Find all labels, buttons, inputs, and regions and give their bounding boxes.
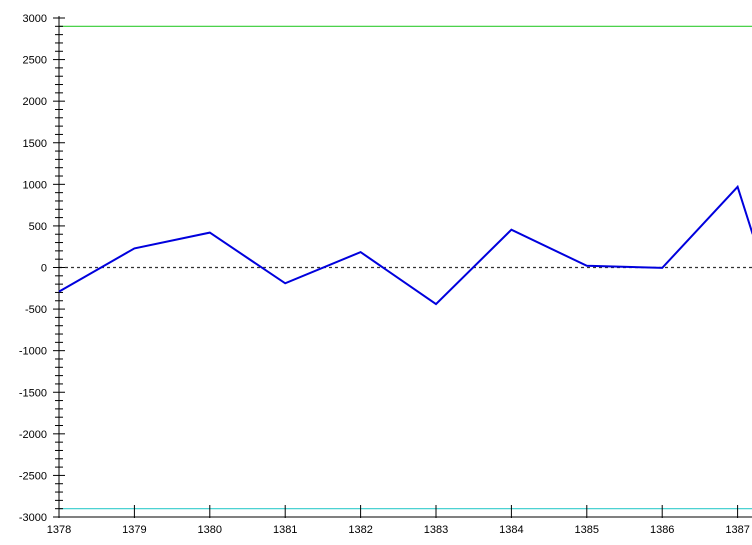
y-tick-label: 0 bbox=[41, 263, 47, 275]
y-tick-label: -1000 bbox=[19, 346, 47, 358]
series-group bbox=[58, 184, 752, 306]
x-tick-label: 1378 bbox=[47, 524, 71, 536]
y-axis-ticks: 3000 2500 2000 1500 1000 500 0 -500 -1000 -1500 -2… bbox=[19, 13, 65, 524]
x-tick-label: 1382 bbox=[348, 524, 372, 536]
x-tick-label: 1387 bbox=[725, 524, 749, 536]
y-tick-label: -2500 bbox=[19, 470, 47, 482]
x-axis-ticks: 1378 1379 1380 1381 1382 1383 1384 1385 1386 1387 bbox=[47, 505, 750, 536]
y-tick-label: 3000 bbox=[23, 13, 47, 25]
y-tick-label: 1000 bbox=[23, 179, 47, 191]
series-line-0 bbox=[58, 184, 752, 306]
y-tick-label: -3000 bbox=[19, 512, 47, 524]
x-tick-label: 1385 bbox=[575, 524, 599, 536]
x-tick-label: 1384 bbox=[499, 524, 523, 536]
x-tick-label: 1383 bbox=[424, 524, 448, 536]
x-tick-label: 1380 bbox=[198, 524, 222, 536]
y-tick-label: -500 bbox=[25, 304, 47, 316]
y-tick-label: 2500 bbox=[23, 55, 47, 67]
x-tick-label: 1379 bbox=[122, 524, 146, 536]
y-tick-label: 500 bbox=[29, 221, 47, 233]
x-tick-label: 1386 bbox=[650, 524, 674, 536]
y-tick-label: -1500 bbox=[19, 387, 47, 399]
x-tick-label: 1381 bbox=[273, 524, 297, 536]
y-tick-label: -2000 bbox=[19, 429, 47, 441]
y-tick-label: 2000 bbox=[23, 96, 47, 108]
y-tick-label: 1500 bbox=[23, 138, 47, 150]
